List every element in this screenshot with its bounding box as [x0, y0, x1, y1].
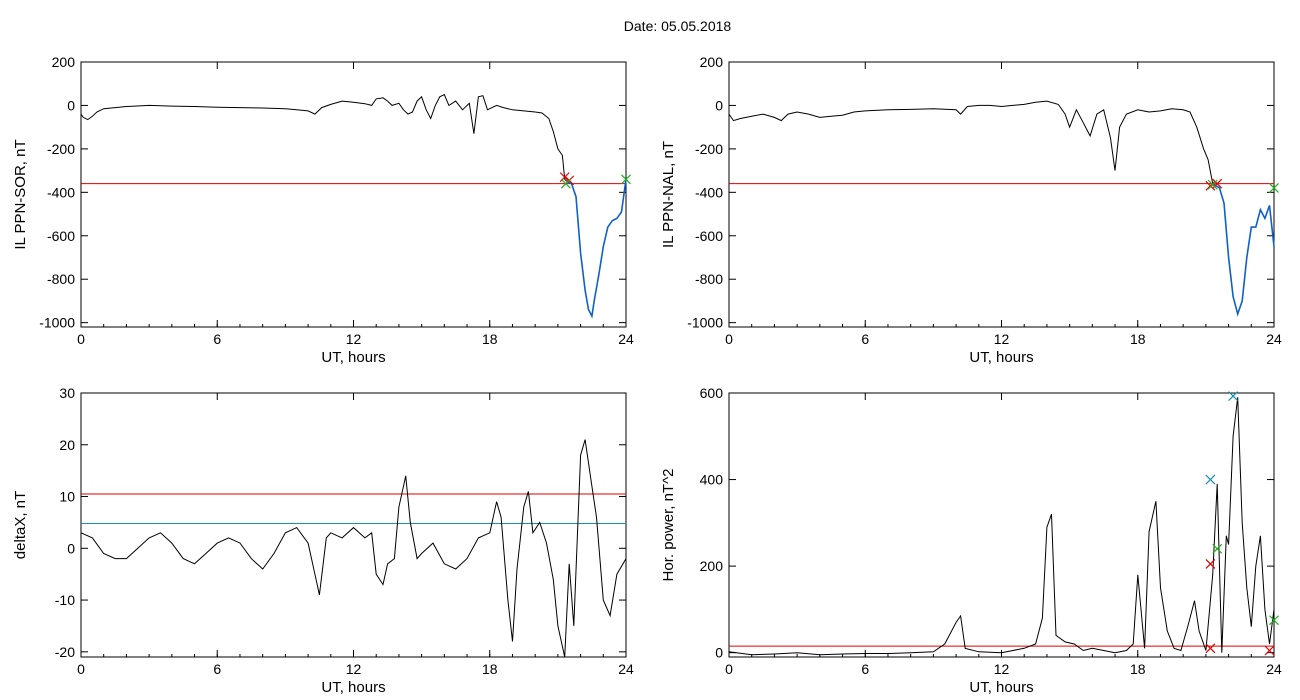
chart-4-y-tick-label: 600: [700, 385, 724, 401]
chart-1-x-tick-label: 0: [77, 331, 85, 347]
chart-1-x-tick-label: 6: [213, 331, 221, 347]
chart-2-x-tick-label: 18: [1130, 331, 1146, 347]
chart-2-y-tick-label: -400: [695, 184, 723, 200]
chart-3-series-line-1: [80, 439, 627, 658]
chart-4-x-tick-label: 0: [725, 661, 733, 677]
chart-2-x-tick-label: 24: [1266, 331, 1282, 347]
chart-1-x-axis-label: UT, hours: [321, 349, 385, 366]
chart-1-x-tick-label: 18: [482, 331, 498, 347]
chart-4-y-tick-label: 0: [715, 645, 723, 661]
chart-4-y-axis-label: Hor. power, nT^2: [660, 469, 677, 582]
chart-2-x-tick-label: 12: [994, 331, 1010, 347]
chart-1-y-tick-label: -1000: [39, 315, 75, 331]
chart-3-x-tick-label: 0: [77, 661, 85, 677]
chart-2-y-tick-label: -1000: [687, 315, 723, 331]
chart-4-x-tick-label: 24: [1266, 661, 1282, 677]
chart-1-series-line-1: [80, 93, 568, 182]
chart-3-x-axis-label: UT, hours: [321, 679, 385, 696]
chart-3-x-tick-label: 24: [618, 661, 634, 677]
chart-1-y-tick-label: -400: [47, 184, 75, 200]
chart-4-x-tick-label: 6: [861, 661, 869, 677]
chart-2-y-tick-label: -600: [695, 228, 723, 244]
chart-1-y-tick-label: 200: [52, 54, 76, 70]
chart-2-y-tick-label: -800: [695, 271, 723, 287]
chart-2-y-tick-label: 0: [715, 97, 723, 113]
chart-1-x-tick-label: 12: [346, 331, 362, 347]
chart-2-x-tick-label: 6: [861, 331, 869, 347]
chart-4-series-line-1: [728, 397, 1275, 656]
chart-1-series-line-2: [566, 179, 627, 319]
chart-4-x-marker: [1205, 474, 1216, 485]
chart-1-x-tick-label: 24: [618, 331, 634, 347]
chart-1-y-tick-label: -600: [47, 228, 75, 244]
chart-2-x-tick-label: 0: [725, 331, 733, 347]
chart-2-x-marker: [1207, 179, 1218, 190]
chart-3-y-tick-label: 30: [59, 385, 75, 401]
chart-4-x-marker: [1205, 559, 1216, 569]
chart-4-x-marker: [1205, 643, 1216, 654]
chart-2-y-axis-label: IL PPN-NAL, nT: [660, 141, 677, 248]
chart-2-x-axis-label: UT, hours: [969, 349, 1033, 366]
chart-2-series-line-2: [1212, 182, 1275, 317]
chart-4-x-marker: [1212, 543, 1223, 554]
chart-2-y-tick-label: -200: [695, 141, 723, 157]
chart-3-x-tick-label: 12: [346, 661, 362, 677]
chart-1-x-marker: [621, 174, 631, 185]
chart-3-y-tick-label: -20: [55, 644, 75, 660]
chart-3-y-tick-label: 0: [67, 540, 75, 556]
chart-1-y-tick-label: -800: [47, 271, 75, 287]
chart-4-x-tick-label: 12: [994, 661, 1010, 677]
chart-1-y-tick-label: 0: [67, 97, 75, 113]
chart-2-y-tick-label: 200: [700, 54, 724, 70]
chart-3-plot-frame: [80, 392, 627, 658]
chart-1-x-marker: [560, 178, 571, 189]
chart-2-plot-frame: [728, 61, 1275, 328]
chart-2-x-marker: [1269, 183, 1279, 193]
chart-3-y-tick-label: 10: [59, 489, 75, 505]
chart-4-y-tick-label: 400: [700, 472, 724, 488]
chart-3-y-tick-label: -10: [55, 592, 75, 608]
chart-4-x-marker: [1264, 645, 1275, 656]
chart-4-plot-frame: [728, 392, 1275, 658]
chart-1-y-tick-label: -200: [47, 141, 75, 157]
chart-3-y-tick-label: 20: [59, 437, 75, 453]
chart-3-y-axis-label: deltaX, nT: [12, 491, 29, 559]
chart-2-series-line-1: [728, 100, 1214, 184]
chart-4-x-marker: [1228, 391, 1239, 401]
chart-4-x-axis-label: UT, hours: [969, 679, 1033, 696]
chart-1-y-axis-label: IL PPN-SOR, nT: [12, 139, 29, 249]
chart-4-x-marker: [1269, 615, 1279, 626]
chart-title: Date: 05.05.2018: [623, 18, 732, 34]
chart-3-x-tick-label: 6: [213, 661, 221, 677]
chart-2-x-marker: [1205, 180, 1216, 191]
chart-4-x-tick-label: 18: [1130, 661, 1146, 677]
chart-4-y-tick-label: 200: [700, 558, 724, 574]
chart-3-x-tick-label: 18: [482, 661, 498, 677]
